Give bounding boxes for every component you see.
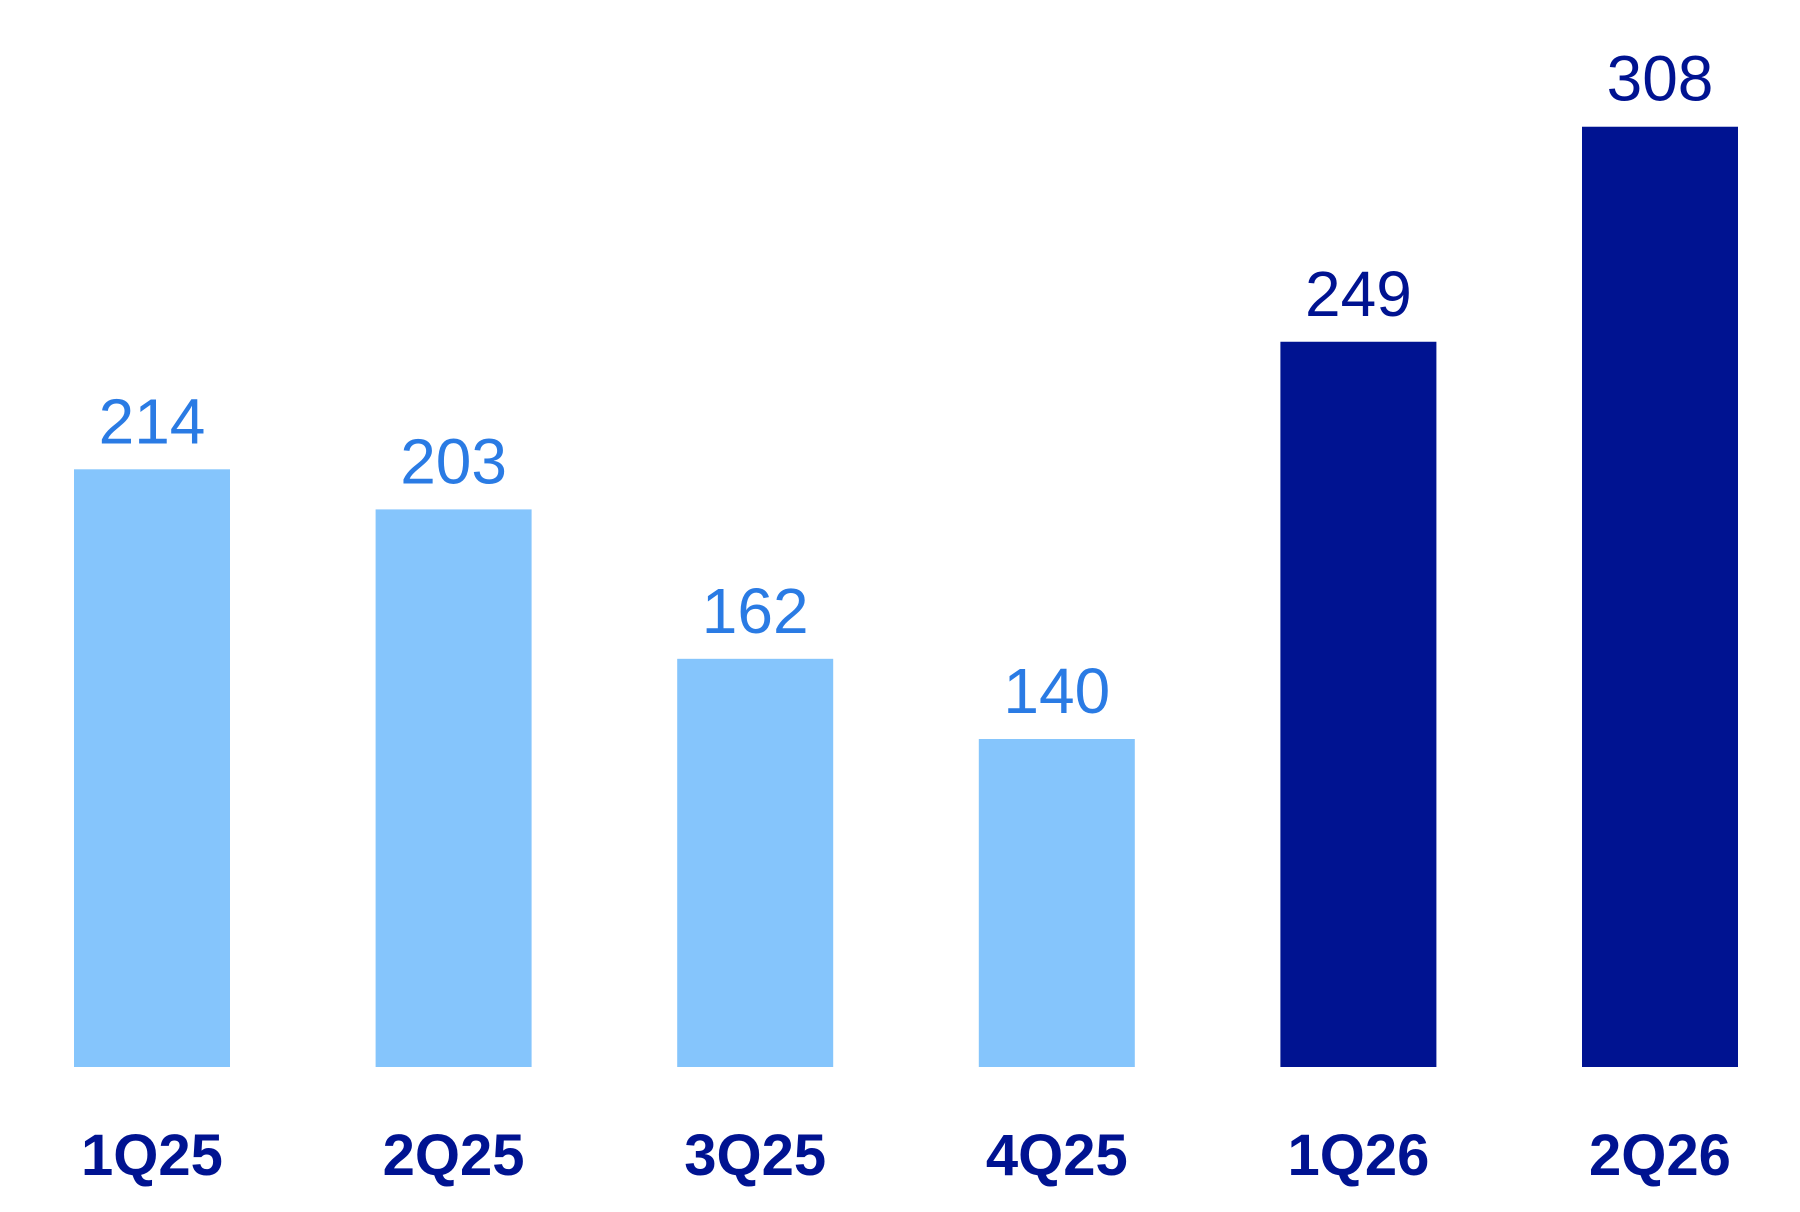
x-tick-label: 4Q25: [986, 1123, 1128, 1188]
value-label: 308: [1607, 43, 1714, 115]
x-tick-label: 1Q26: [1287, 1123, 1429, 1188]
value-label: 249: [1305, 258, 1412, 330]
bar: [978, 739, 1135, 1067]
x-tick-label: 2Q26: [1589, 1123, 1731, 1188]
x-tick-label: 2Q25: [383, 1123, 525, 1188]
bar: [677, 658, 834, 1067]
value-label: 162: [702, 575, 809, 647]
value-label: 214: [99, 385, 206, 457]
x-tick-label: 1Q25: [81, 1123, 223, 1188]
bar: [1582, 126, 1738, 1067]
value-label: 203: [400, 425, 507, 497]
bar: [1280, 341, 1437, 1067]
x-tick-label: 3Q25: [684, 1123, 826, 1188]
value-label: 140: [1003, 655, 1110, 727]
bar: [74, 469, 230, 1067]
bar: [375, 509, 532, 1067]
